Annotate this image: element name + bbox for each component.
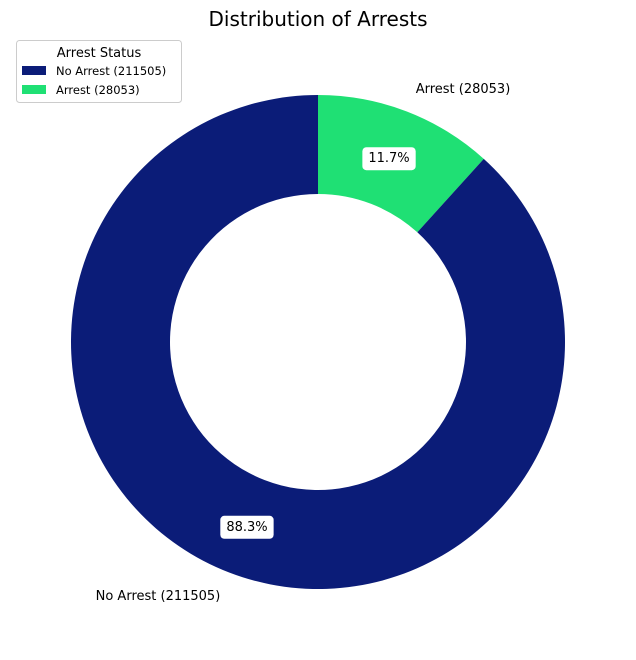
slice-label-arrest: Arrest (28053) <box>416 82 511 97</box>
legend: Arrest Status No Arrest (211505) Arrest (… <box>16 40 182 103</box>
legend-frame <box>16 40 182 103</box>
percent-label-no-arrest: 88.3% <box>220 515 274 539</box>
donut-slice-no-arrest <box>71 95 566 590</box>
legend-entries: No Arrest (211505) Arrest (28053) <box>22 64 166 97</box>
percent-labels: 11.7% 88.3% <box>220 147 416 539</box>
percent-label-box <box>362 147 416 171</box>
slice-label-no-arrest: No Arrest (211505) <box>96 589 221 604</box>
percent-label-box <box>220 515 274 539</box>
chart-title: Distribution of Arrests <box>209 7 428 31</box>
percent-label-arrest: 11.7% <box>362 147 416 171</box>
legend-label-no-arrest: No Arrest (211505) <box>56 64 166 78</box>
percent-label-text: 88.3% <box>226 520 267 535</box>
legend-swatch-arrest <box>22 85 46 94</box>
donut-slices <box>71 95 566 590</box>
legend-swatch-no-arrest <box>22 66 46 75</box>
legend-title: Arrest Status <box>57 46 142 61</box>
legend-label-arrest: Arrest (28053) <box>56 83 140 97</box>
percent-label-text: 11.7% <box>368 151 409 166</box>
slice-labels: Arrest (28053) No Arrest (211505) <box>96 82 511 604</box>
